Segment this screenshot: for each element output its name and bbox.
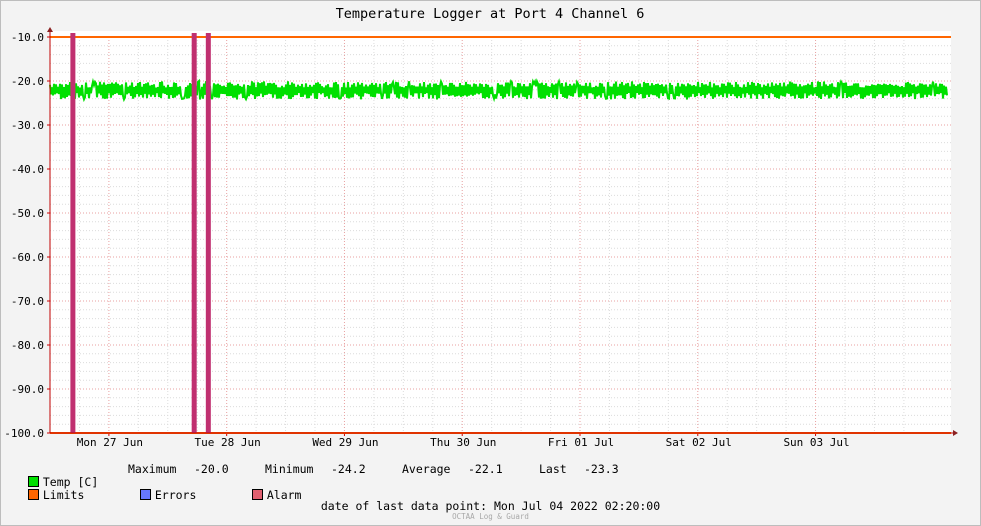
- limits-swatch: [27, 489, 39, 500]
- x-tick-label: Fri 01 Jul: [548, 436, 614, 449]
- average-value: -22.1: [468, 462, 503, 476]
- minimum-value: -24.2: [331, 462, 366, 476]
- y-tick-label: -80.0: [11, 339, 44, 352]
- last-data-point: date of last data point: Mon Jul 04 2022…: [0, 499, 981, 513]
- legend-alarm: Alarm: [238, 476, 301, 502]
- legend-errors-label: Errors: [154, 488, 197, 502]
- average-label: Average: [402, 462, 451, 476]
- legend-limits-label: Limits: [42, 488, 85, 502]
- last-data-point-value: Mon Jul 04 2022 02:20:00: [493, 499, 661, 513]
- temp-swatch: [27, 476, 39, 487]
- legend-alarm-label: Alarm: [266, 488, 302, 502]
- x-tick-label: Wed 29 Jun: [312, 436, 378, 449]
- y-tick-label: -50.0: [11, 207, 44, 220]
- y-tick-label: -60.0: [11, 251, 44, 264]
- y-tick-label: -30.0: [11, 119, 44, 132]
- legend-temp-label: Temp [C]: [42, 475, 99, 489]
- alarm-swatch: [251, 489, 263, 500]
- maximum-value: -20.0: [194, 462, 229, 476]
- y-tick-label: -40.0: [11, 163, 44, 176]
- legend-errors: Errors: [126, 476, 196, 502]
- x-tick-label: Thu 30 Jun: [430, 436, 496, 449]
- x-tick-label: Sun 03 Jul: [783, 436, 849, 449]
- y-tick-label: -90.0: [11, 383, 44, 396]
- y-axis-arrow: [47, 27, 53, 32]
- minimum-label: Minimum: [265, 462, 314, 476]
- last-data-point-label: date of last data point:: [320, 499, 488, 513]
- y-tick-label: -20.0: [11, 75, 44, 88]
- y-tick-label: -100.0: [4, 427, 44, 440]
- temp-series-line: [49, 77, 948, 103]
- x-tick-label: Tue 28 Jun: [195, 436, 261, 449]
- x-tick-label: Mon 27 Jun: [77, 436, 143, 449]
- y-tick-label: -70.0: [11, 295, 44, 308]
- legend-temp: Temp [C]: [14, 463, 98, 489]
- alarm-bar: [70, 33, 76, 433]
- errors-swatch: [139, 489, 151, 500]
- legend-limits: Limits: [14, 476, 84, 502]
- x-tick-label: Sat 02 Jul: [666, 436, 732, 449]
- x-axis-arrow: [953, 430, 958, 436]
- y-tick-label: -10.0: [11, 31, 44, 44]
- alarm-bar: [191, 33, 197, 433]
- watermark: OCTAA Log & Guard: [452, 512, 529, 521]
- last-value: -23.3: [584, 462, 619, 476]
- last-label: Last: [539, 462, 567, 476]
- maximum-label: Maximum: [128, 462, 177, 476]
- chart-title: Temperature Logger at Port 4 Channel 6: [336, 6, 645, 22]
- alarm-bar: [205, 33, 211, 433]
